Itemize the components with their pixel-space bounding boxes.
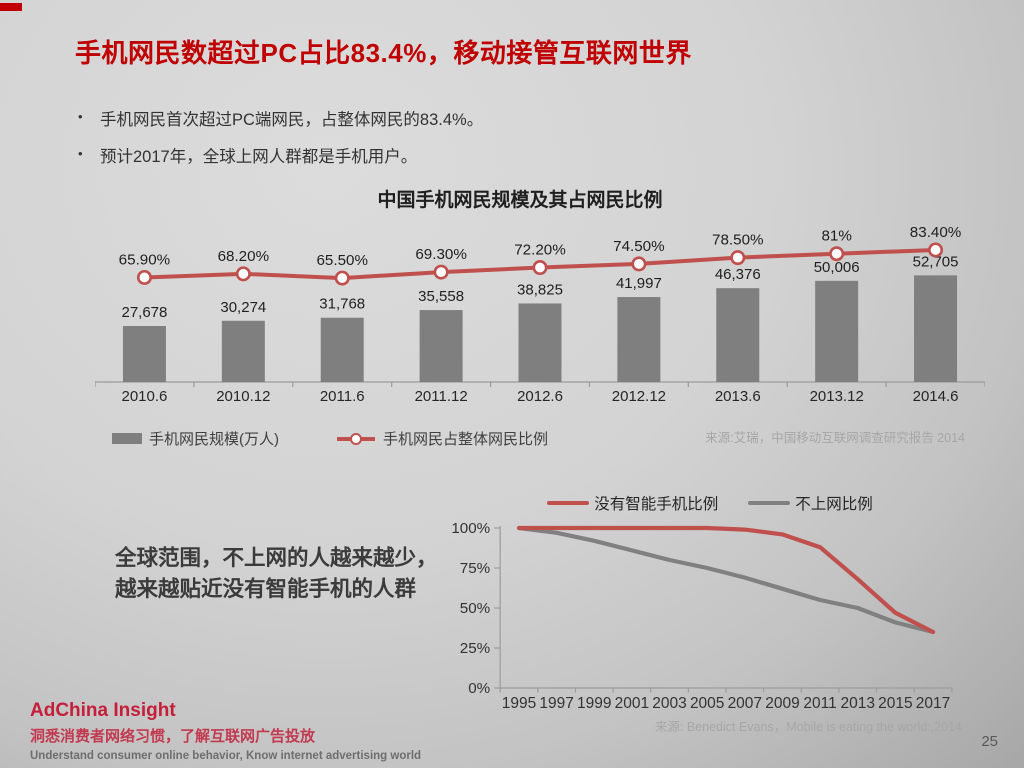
y-axis-label: 0% (468, 680, 490, 697)
bar (716, 288, 760, 382)
y-axis-label: 50% (460, 600, 490, 617)
bullet-item: • 预计2017年，全球上网人群都是手机用户。 (78, 143, 417, 167)
y-axis-label: 100% (451, 520, 490, 537)
percentage-label: 65.50% (316, 252, 368, 269)
line-marker (631, 256, 647, 272)
x-axis-label: 2013 (840, 695, 874, 712)
no-smartphone-series-label: 没有智能手机比例 (594, 496, 719, 513)
percentage-label: 78.50% (712, 232, 764, 249)
series-line (516, 525, 936, 635)
bar-series-label: 手机网民规模(万人) (149, 431, 279, 448)
series-line (516, 525, 936, 635)
bar (914, 275, 958, 382)
x-axis-label: 2015 (878, 695, 912, 712)
x-axis-label: 2003 (652, 695, 686, 712)
line-marker (334, 270, 350, 286)
line-marker (433, 264, 449, 280)
x-axis-label: 2011 (803, 695, 836, 712)
x-axis-label: 2009 (765, 695, 799, 712)
percentage-label: 65.90% (119, 251, 171, 268)
line-marker (928, 242, 944, 258)
chart1-source: 来源:艾瑞，中国移动互联网调查研究报告 2014 (705, 431, 965, 445)
x-axis-label: 1997 (539, 695, 573, 712)
bar (122, 326, 166, 382)
line-marker (532, 260, 548, 276)
x-axis-label: 2014.6 (912, 388, 959, 405)
bar-value-label: 52,705 (913, 253, 959, 270)
x-axis-label: 2011.12 (414, 388, 468, 405)
mobile-netizens-bar-line-chart: 27,678 30,274 31,768 35,558 38,825 41,997 46,3… (95, 224, 985, 387)
percentage-label: 69.30% (415, 246, 467, 263)
chart1-title: 中国手机网民规模及其占网民比例 (377, 190, 663, 211)
bar-value-label: 30,274 (220, 299, 266, 316)
line-marker-icon (350, 432, 362, 445)
offline-series-swatch (748, 501, 791, 505)
chart1-legend: 手机网民规模(万人) 手机网民占整体网民比例 (112, 428, 548, 449)
x-axis-label: 2011.6 (319, 388, 365, 405)
no-smartphone-series-swatch (547, 501, 590, 505)
y-axis-label: 25% (460, 640, 490, 657)
page-title: 手机网民数超过PC占比83.4%，移动接管互联网世界 (75, 38, 692, 68)
x-axis-label: 2010.6 (121, 388, 168, 405)
chart2-source: 来源: Benedict Evans，Mobile is eating the … (654, 720, 962, 734)
note-line: 越来越贴近没有智能手机的人群 (115, 577, 417, 601)
note-line: 全球范围，不上网的人越来越少， (115, 546, 438, 570)
line-series-swatch (337, 432, 375, 445)
note-text: 全球范围，不上网的人越来越少， 越来越贴近没有智能手机的人群 (115, 543, 438, 605)
bullet-item: • 手机网民首次超过PC端网民，占整体网民的83.4%。 (78, 106, 483, 130)
x-axis-label: 2013.12 (809, 388, 864, 405)
percentage-label: 72.20% (514, 242, 566, 259)
offline-series-label: 不上网比例 (795, 496, 873, 513)
line-marker (235, 266, 251, 282)
x-axis-label: 1995 (502, 695, 536, 712)
percentage-label: 83.40% (910, 224, 962, 241)
bar (518, 303, 562, 382)
x-axis-label: 2001 (615, 695, 649, 712)
percentage-label: 74.50% (613, 238, 665, 255)
x-axis-label: 2007 (728, 695, 762, 712)
x-axis-label: 1999 (577, 695, 611, 712)
x-axis-label: 2017 (916, 695, 950, 712)
bar (617, 297, 661, 382)
percentage-label: 68.20% (218, 248, 270, 265)
global-offline-line-chart: 0%25%50%75%100%1995 1997 1999 2001 2003 2005 2… (451, 520, 953, 712)
bullet-text: 预计2017年，全球上网人群都是手机用户。 (100, 148, 418, 166)
bar (320, 317, 364, 382)
corner-accent-bar (0, 3, 22, 11)
bar-value-label: 31,768 (319, 296, 365, 313)
bar-value-label: 35,558 (418, 288, 464, 305)
bar-value-label: 38,825 (517, 281, 563, 298)
line-series-label: 手机网民占整体网民比例 (383, 431, 549, 448)
x-axis-label: 2005 (690, 695, 724, 712)
footer-tagline-en: Understand consumer online behavior, Kno… (30, 750, 422, 762)
bar (815, 280, 859, 382)
line-marker (136, 269, 152, 285)
x-axis-label: 2012.6 (517, 388, 563, 405)
x-axis-label: 2013.6 (714, 388, 761, 405)
line-marker (829, 246, 845, 262)
bar-value-label: 46,376 (715, 266, 761, 283)
x-axis-label: 2012.12 (611, 388, 667, 405)
chart2-legend: 没有智能手机比例 不上网比例 (445, 492, 975, 514)
footer: AdChina Insight 洞悉消费者网络习惯，了解互联网广告投放 Unde… (30, 700, 421, 762)
footer-tagline-cn: 洞悉消费者网络习惯，了解互联网广告投放 (30, 728, 316, 745)
bar (419, 310, 463, 382)
bar-value-label: 27,678 (121, 304, 167, 321)
bullet-icon: • (78, 109, 83, 124)
bar (221, 320, 265, 382)
bullet-icon: • (78, 146, 83, 161)
y-axis-label: 75% (460, 560, 490, 577)
brand-logo-text: AdChina Insight (30, 700, 176, 721)
bullet-text: 手机网民首次超过PC端网民，占整体网民的83.4%。 (100, 111, 484, 129)
chart1-x-axis-labels: 2010.6 2010.12 2011.6 2011.12 2012.6 2012.12 2… (95, 388, 985, 405)
bar-series-swatch (112, 433, 142, 444)
percentage-label: 81% (821, 228, 851, 245)
line-marker (730, 250, 746, 266)
bar-value-label: 41,997 (616, 275, 662, 292)
bar-value-label: 50,006 (814, 259, 860, 276)
x-axis-label: 2010.12 (216, 388, 271, 405)
page-number: 25 (981, 733, 998, 750)
